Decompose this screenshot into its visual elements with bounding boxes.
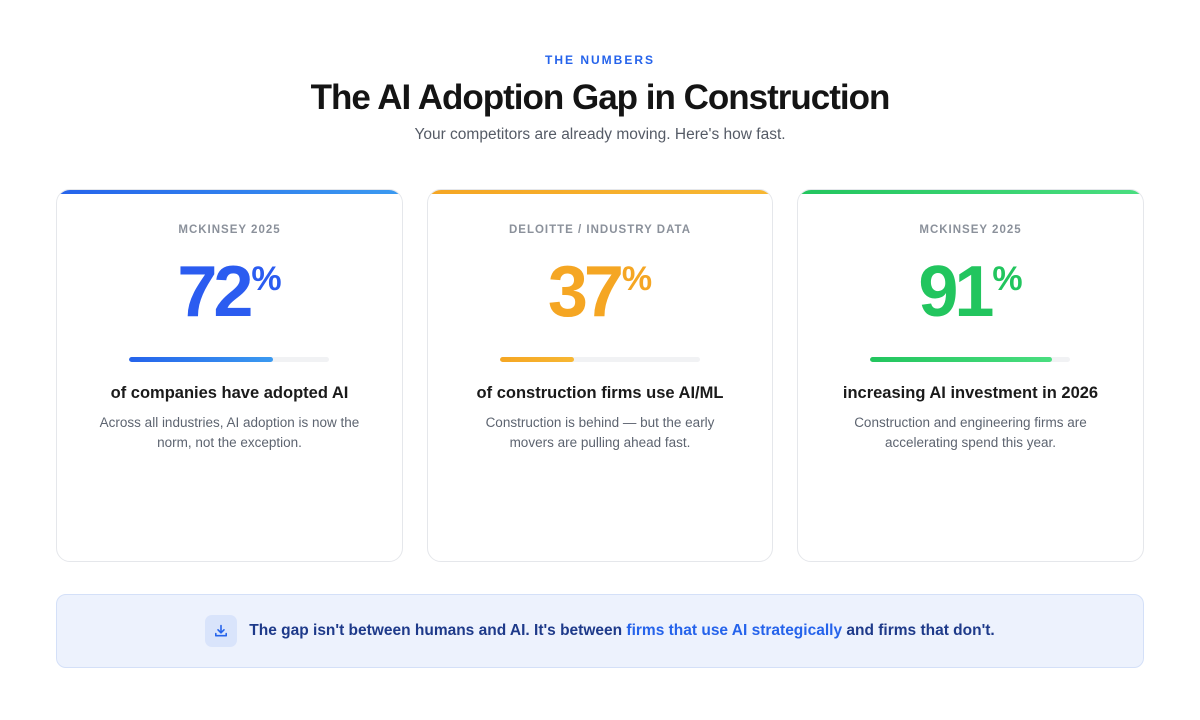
stat-unit: %: [251, 260, 282, 298]
card-accent-bar: [57, 190, 402, 194]
card-source: MCKINSEY 2025: [178, 224, 281, 236]
stat-card-investment: MCKINSEY 2025 91 % increasing AI investm…: [797, 189, 1144, 562]
section-eyebrow: THE NUMBERS: [544, 53, 655, 67]
card-label: increasing AI investment in 2026: [842, 384, 1099, 402]
download-icon[interactable]: [205, 615, 238, 647]
stat-value: 37 %: [428, 256, 772, 328]
stat-card-adoption: MCKINSEY 2025 72 % of companies have ado…: [56, 189, 403, 562]
card-source: DELOITTE / INDUSTRY DATA: [508, 224, 692, 236]
progress-fill: [129, 357, 273, 362]
progress-track: [129, 357, 329, 362]
progress-fill: [870, 357, 1052, 362]
stat-value: 91 %: [798, 256, 1143, 328]
banner-text-after: and firms that don't.: [842, 622, 995, 639]
page-subtitle: Your competitors are already moving. Her…: [414, 126, 786, 143]
card-label: of companies have adopted AI: [110, 384, 349, 402]
progress-fill: [500, 357, 574, 362]
banner-text-before: The gap isn't between humans and AI. It'…: [249, 622, 627, 639]
callout-banner: The gap isn't between humans and AI. It'…: [56, 594, 1144, 668]
card-description: Construction is behind — but the early m…: [485, 415, 715, 450]
card-accent-bar: [798, 190, 1143, 194]
banner-highlight-link[interactable]: firms that use AI strategically: [626, 622, 843, 639]
stat-unit: %: [992, 260, 1023, 298]
progress-track: [500, 357, 700, 362]
card-accent-bar: [428, 190, 772, 194]
stat-number: 91: [918, 252, 994, 332]
card-label: of construction firms use AI/ML: [476, 384, 724, 402]
stat-value: 72 %: [57, 256, 402, 328]
stat-number: 37: [547, 252, 624, 332]
progress-track: [870, 357, 1070, 362]
card-description: Across all industries, AI adoption is no…: [99, 415, 360, 450]
card-source: MCKINSEY 2025: [919, 224, 1022, 236]
stat-card-construction: DELOITTE / INDUSTRY DATA 37 % of constru…: [427, 189, 773, 562]
stat-number: 72: [177, 252, 253, 332]
stat-unit: %: [621, 260, 653, 298]
banner-text: The gap isn't between humans and AI. It'…: [249, 622, 994, 640]
card-description: Construction and engineering firms are a…: [854, 415, 1087, 450]
page-title: The AI Adoption Gap in Construction: [310, 78, 891, 117]
